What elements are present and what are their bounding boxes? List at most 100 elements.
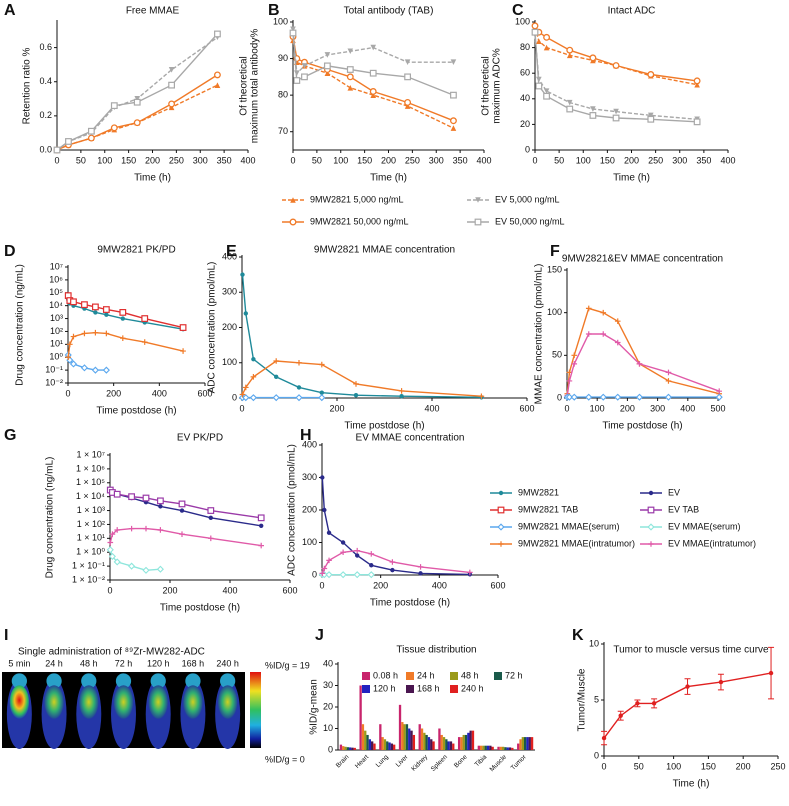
chart-title: 9MW2821 PK/PD [97, 245, 175, 256]
x-tick-label: 100 [576, 155, 591, 165]
marker [65, 138, 72, 145]
marker [347, 85, 354, 91]
y-tick-label: 0 [232, 392, 237, 402]
marker [768, 670, 774, 676]
x-tick-label: 100 [97, 155, 112, 165]
x-tick-label: 200 [620, 403, 635, 413]
x-tick-label: 150 [701, 761, 716, 771]
bar [499, 746, 502, 750]
legend-label: EV [668, 487, 680, 497]
mouse-head [115, 673, 132, 689]
bar [508, 747, 512, 750]
marker [664, 393, 673, 401]
x-tick-label: 0 [54, 155, 59, 165]
marker [70, 333, 77, 340]
mouse-signal [217, 685, 238, 719]
marker [109, 531, 116, 537]
mouse-head [220, 673, 236, 689]
bar [425, 734, 428, 750]
mouse-signal [44, 685, 64, 719]
series-line [56, 36, 218, 151]
marker [599, 393, 607, 401]
marker [543, 44, 550, 51]
x-tick-label: 150 [357, 155, 372, 165]
y-tick-label: 100 [515, 16, 530, 26]
x-tick-label: 300 [193, 155, 208, 165]
x-axis-label: Time (h) [134, 173, 171, 184]
marker [614, 339, 621, 346]
marker [589, 112, 597, 119]
mouse-head [11, 673, 27, 689]
x-tick-label: Spleen [430, 753, 450, 773]
marker [179, 324, 187, 331]
marker [543, 88, 550, 94]
x-tick-label: 500 [710, 403, 725, 413]
marker [353, 392, 359, 398]
marker [243, 384, 249, 391]
legend-label: EV 50,000 ng/mL [495, 216, 565, 226]
legend-swatch [450, 672, 458, 680]
legend-marker [647, 523, 655, 531]
marker [322, 507, 327, 513]
x-tick-label: 200 [145, 155, 160, 165]
bar [484, 745, 487, 750]
marker [647, 71, 655, 78]
panel-label: K [572, 627, 584, 644]
y-tick-label: 10⁻² [45, 377, 63, 387]
y-tick-label: 300 [222, 287, 237, 297]
marker [214, 82, 221, 88]
chart-title: EV PK/PD [177, 433, 223, 444]
y-axis-label: maximum ADC% [492, 48, 503, 124]
y-tick-label: 1 × 10⁷ [76, 449, 105, 459]
panel-label: D [4, 243, 16, 260]
x-tick-label: 200 [162, 585, 177, 595]
bar [447, 741, 450, 750]
bar [408, 728, 411, 750]
y-tick-label: 1 × 10⁶ [76, 463, 105, 473]
y-tick-label: 20 [520, 119, 530, 129]
bar [432, 741, 435, 750]
y-tick-label: 80 [520, 42, 530, 52]
time-label: 5 min [8, 658, 30, 668]
bar [353, 747, 356, 750]
chart-title: Single administration of ⁸⁹Zr-MW282-ADC [18, 647, 205, 658]
marker [87, 127, 95, 135]
marker [450, 125, 457, 131]
marker [107, 539, 114, 546]
bar [528, 737, 531, 750]
marker [600, 331, 607, 337]
marker [141, 339, 148, 345]
chart-title: EV MMAE concentration [356, 433, 465, 444]
chart-title: Total antibody (TAB) [344, 6, 434, 17]
y-tick-label: 100 [302, 537, 317, 547]
bar [445, 739, 448, 750]
y-tick-label: 60 [520, 68, 530, 78]
marker [91, 303, 99, 311]
legend-label: EV 5,000 ng/mL [495, 194, 560, 204]
y-tick-label: 10 [589, 638, 599, 648]
marker [106, 546, 114, 554]
marker [340, 540, 346, 545]
marker [346, 66, 354, 73]
marker [91, 366, 99, 374]
y-axis-label: Tumor/Muscle [577, 668, 588, 731]
time-label: 72 h [115, 658, 133, 668]
bar [471, 730, 475, 750]
bar [482, 745, 485, 750]
series-line [566, 333, 720, 396]
bar [403, 724, 406, 750]
series-line [534, 26, 698, 86]
bar [442, 737, 446, 750]
x-tick-label: 200 [329, 403, 344, 413]
y-tick-label: 40 [520, 93, 530, 103]
y-tick-label: 10³ [50, 313, 63, 323]
bar [506, 747, 509, 750]
legend-marker [648, 541, 654, 547]
bar [418, 724, 421, 750]
y-tick-label: 90 [278, 53, 288, 63]
panel-label: B [268, 2, 280, 19]
marker [369, 563, 374, 568]
legend-swatch [362, 672, 370, 680]
series-line [56, 84, 218, 151]
marker [417, 564, 424, 570]
